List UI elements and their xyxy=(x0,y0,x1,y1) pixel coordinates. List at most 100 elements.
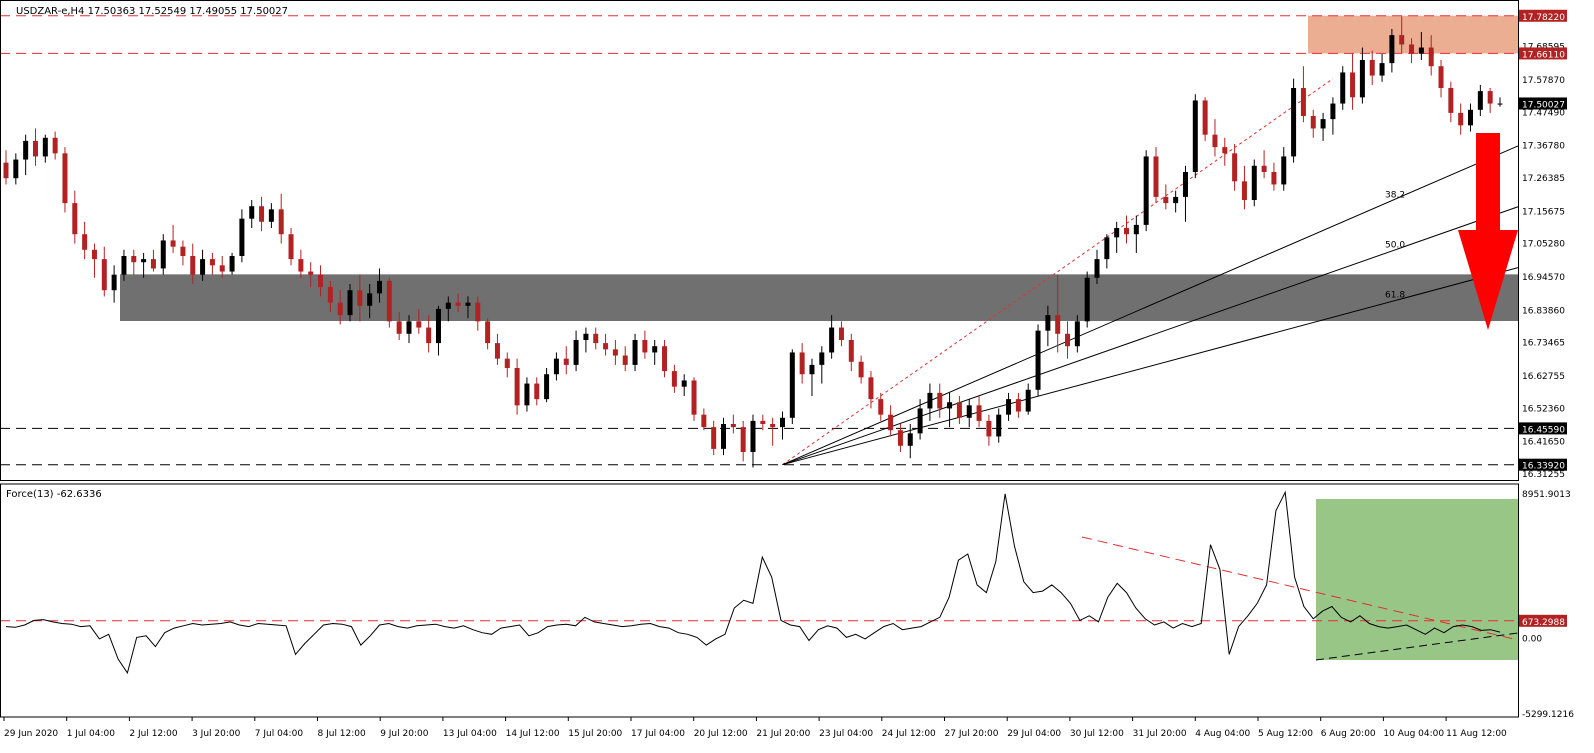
axes: 17.6859517.5787017.4749017.3678017.26385… xyxy=(0,0,1574,739)
candle-body xyxy=(13,159,19,179)
candle-body xyxy=(1035,330,1041,390)
candle-body xyxy=(1212,134,1218,148)
time-tick-label: 13 Jul 04:00 xyxy=(443,729,497,739)
time-tick-label: 15 Jul 20:00 xyxy=(568,729,622,739)
force-level-label: 673.2988 xyxy=(1522,618,1565,628)
candle-body xyxy=(1497,103,1503,105)
candle-body xyxy=(504,358,510,368)
time-tick-label: 24 Jul 12:00 xyxy=(882,729,936,739)
candle-body xyxy=(1015,399,1021,412)
candle-body xyxy=(406,321,412,334)
price-tick-label: 16.52360 xyxy=(1522,404,1565,414)
price-level-label: 17.66110 xyxy=(1522,50,1565,60)
candle-body xyxy=(956,402,962,418)
candle-body xyxy=(1428,47,1434,67)
candle-body xyxy=(1409,44,1415,54)
candle-body xyxy=(701,414,707,428)
candle-body xyxy=(160,240,166,269)
force-bottom-label: -5299.1216 xyxy=(1522,710,1574,720)
candle-body xyxy=(239,218,245,256)
candle-body xyxy=(573,340,579,365)
time-tick-label: 23 Jul 04:00 xyxy=(819,729,873,739)
candle-body xyxy=(897,430,903,446)
candle-body xyxy=(642,340,648,353)
candle-body xyxy=(1055,315,1061,334)
candle-body xyxy=(1300,88,1306,116)
price-tick-label: 17.26385 xyxy=(1522,174,1565,184)
candle-body xyxy=(1094,259,1100,278)
candle-body xyxy=(750,420,756,452)
candle-body xyxy=(327,287,333,303)
candle-body xyxy=(1143,156,1149,225)
price-tick-label: 17.36780 xyxy=(1522,142,1565,152)
candle-body xyxy=(121,256,127,275)
candle-body xyxy=(1084,277,1090,322)
candle-body xyxy=(1163,196,1169,204)
candle-body xyxy=(789,352,795,418)
time-tick-label: 31 Jul 20:00 xyxy=(1133,729,1187,739)
candle-body xyxy=(868,377,874,400)
fib-fan-label: 38.2 xyxy=(1385,191,1405,201)
candle-body xyxy=(426,327,432,344)
candle-body xyxy=(435,308,441,344)
candle-body xyxy=(62,153,68,204)
candle-body xyxy=(219,265,225,272)
candle-body xyxy=(966,405,972,418)
candle-body xyxy=(1477,91,1483,110)
candle-body xyxy=(357,290,363,306)
price-level-label: 16.45590 xyxy=(1522,425,1565,435)
candle-body xyxy=(72,203,78,235)
price-tick-label: 17.47490 xyxy=(1522,108,1565,118)
candle-body xyxy=(553,358,559,375)
time-tick-label: 27 Jul 20:00 xyxy=(945,729,999,739)
candle-body xyxy=(347,290,353,316)
price-pane: 38.2 50.0 61.8 xyxy=(0,15,1519,468)
candle-body xyxy=(1458,112,1464,126)
time-tick-label: 4 Aug 04:00 xyxy=(1195,729,1250,739)
candle-body xyxy=(1359,60,1365,98)
price-tick-label: 16.94570 xyxy=(1522,273,1565,283)
price-pane-frame xyxy=(0,0,1519,481)
candle-body xyxy=(563,358,569,365)
force-downtrend-line xyxy=(1081,536,1519,641)
time-tick-label: 29 Jun 2020 xyxy=(4,729,58,739)
candle-body xyxy=(1153,156,1159,197)
support-zone xyxy=(120,274,1518,322)
candle-body xyxy=(524,383,530,406)
price-tick-label: 17.05280 xyxy=(1522,240,1565,250)
candle-body xyxy=(603,343,609,350)
candle-body xyxy=(1192,100,1198,172)
candle-body xyxy=(838,327,844,340)
candle-body xyxy=(445,302,451,309)
candle-body xyxy=(1487,91,1493,104)
force-index-line xyxy=(5,490,1501,675)
candle-body xyxy=(809,364,815,375)
time-tick-label: 9 Jul 20:00 xyxy=(380,729,429,739)
fib-fan-line xyxy=(782,267,1519,466)
fib-fan-label: 61.8 xyxy=(1385,290,1405,300)
candle-body xyxy=(671,371,677,387)
fib-fan-line xyxy=(782,206,1519,466)
fib-fan-line xyxy=(782,145,1519,466)
candle-body xyxy=(1340,72,1346,104)
candle-body xyxy=(150,259,156,269)
time-tick-label: 11 Aug 12:00 xyxy=(1446,729,1507,739)
candle-body xyxy=(190,256,196,275)
candle-body xyxy=(396,321,402,334)
candle-body xyxy=(947,402,953,409)
candle-body xyxy=(986,420,992,437)
price-tick-label: 16.62755 xyxy=(1522,372,1565,382)
candle-body xyxy=(1399,35,1405,45)
candle-body xyxy=(1369,60,1375,76)
candle-body xyxy=(1320,119,1326,129)
candle-body xyxy=(878,399,884,415)
time-tick-label: 5 Aug 12:00 xyxy=(1258,729,1313,739)
candle-body xyxy=(1271,172,1277,185)
price-level-badge xyxy=(1519,422,1567,435)
candle-body xyxy=(662,346,668,372)
candle-body xyxy=(544,374,550,400)
candle-body xyxy=(465,302,471,306)
price-tick-label: 16.73465 xyxy=(1522,339,1565,349)
candle-body xyxy=(1448,88,1454,113)
force-zero-label: 0.00 xyxy=(1522,634,1542,644)
